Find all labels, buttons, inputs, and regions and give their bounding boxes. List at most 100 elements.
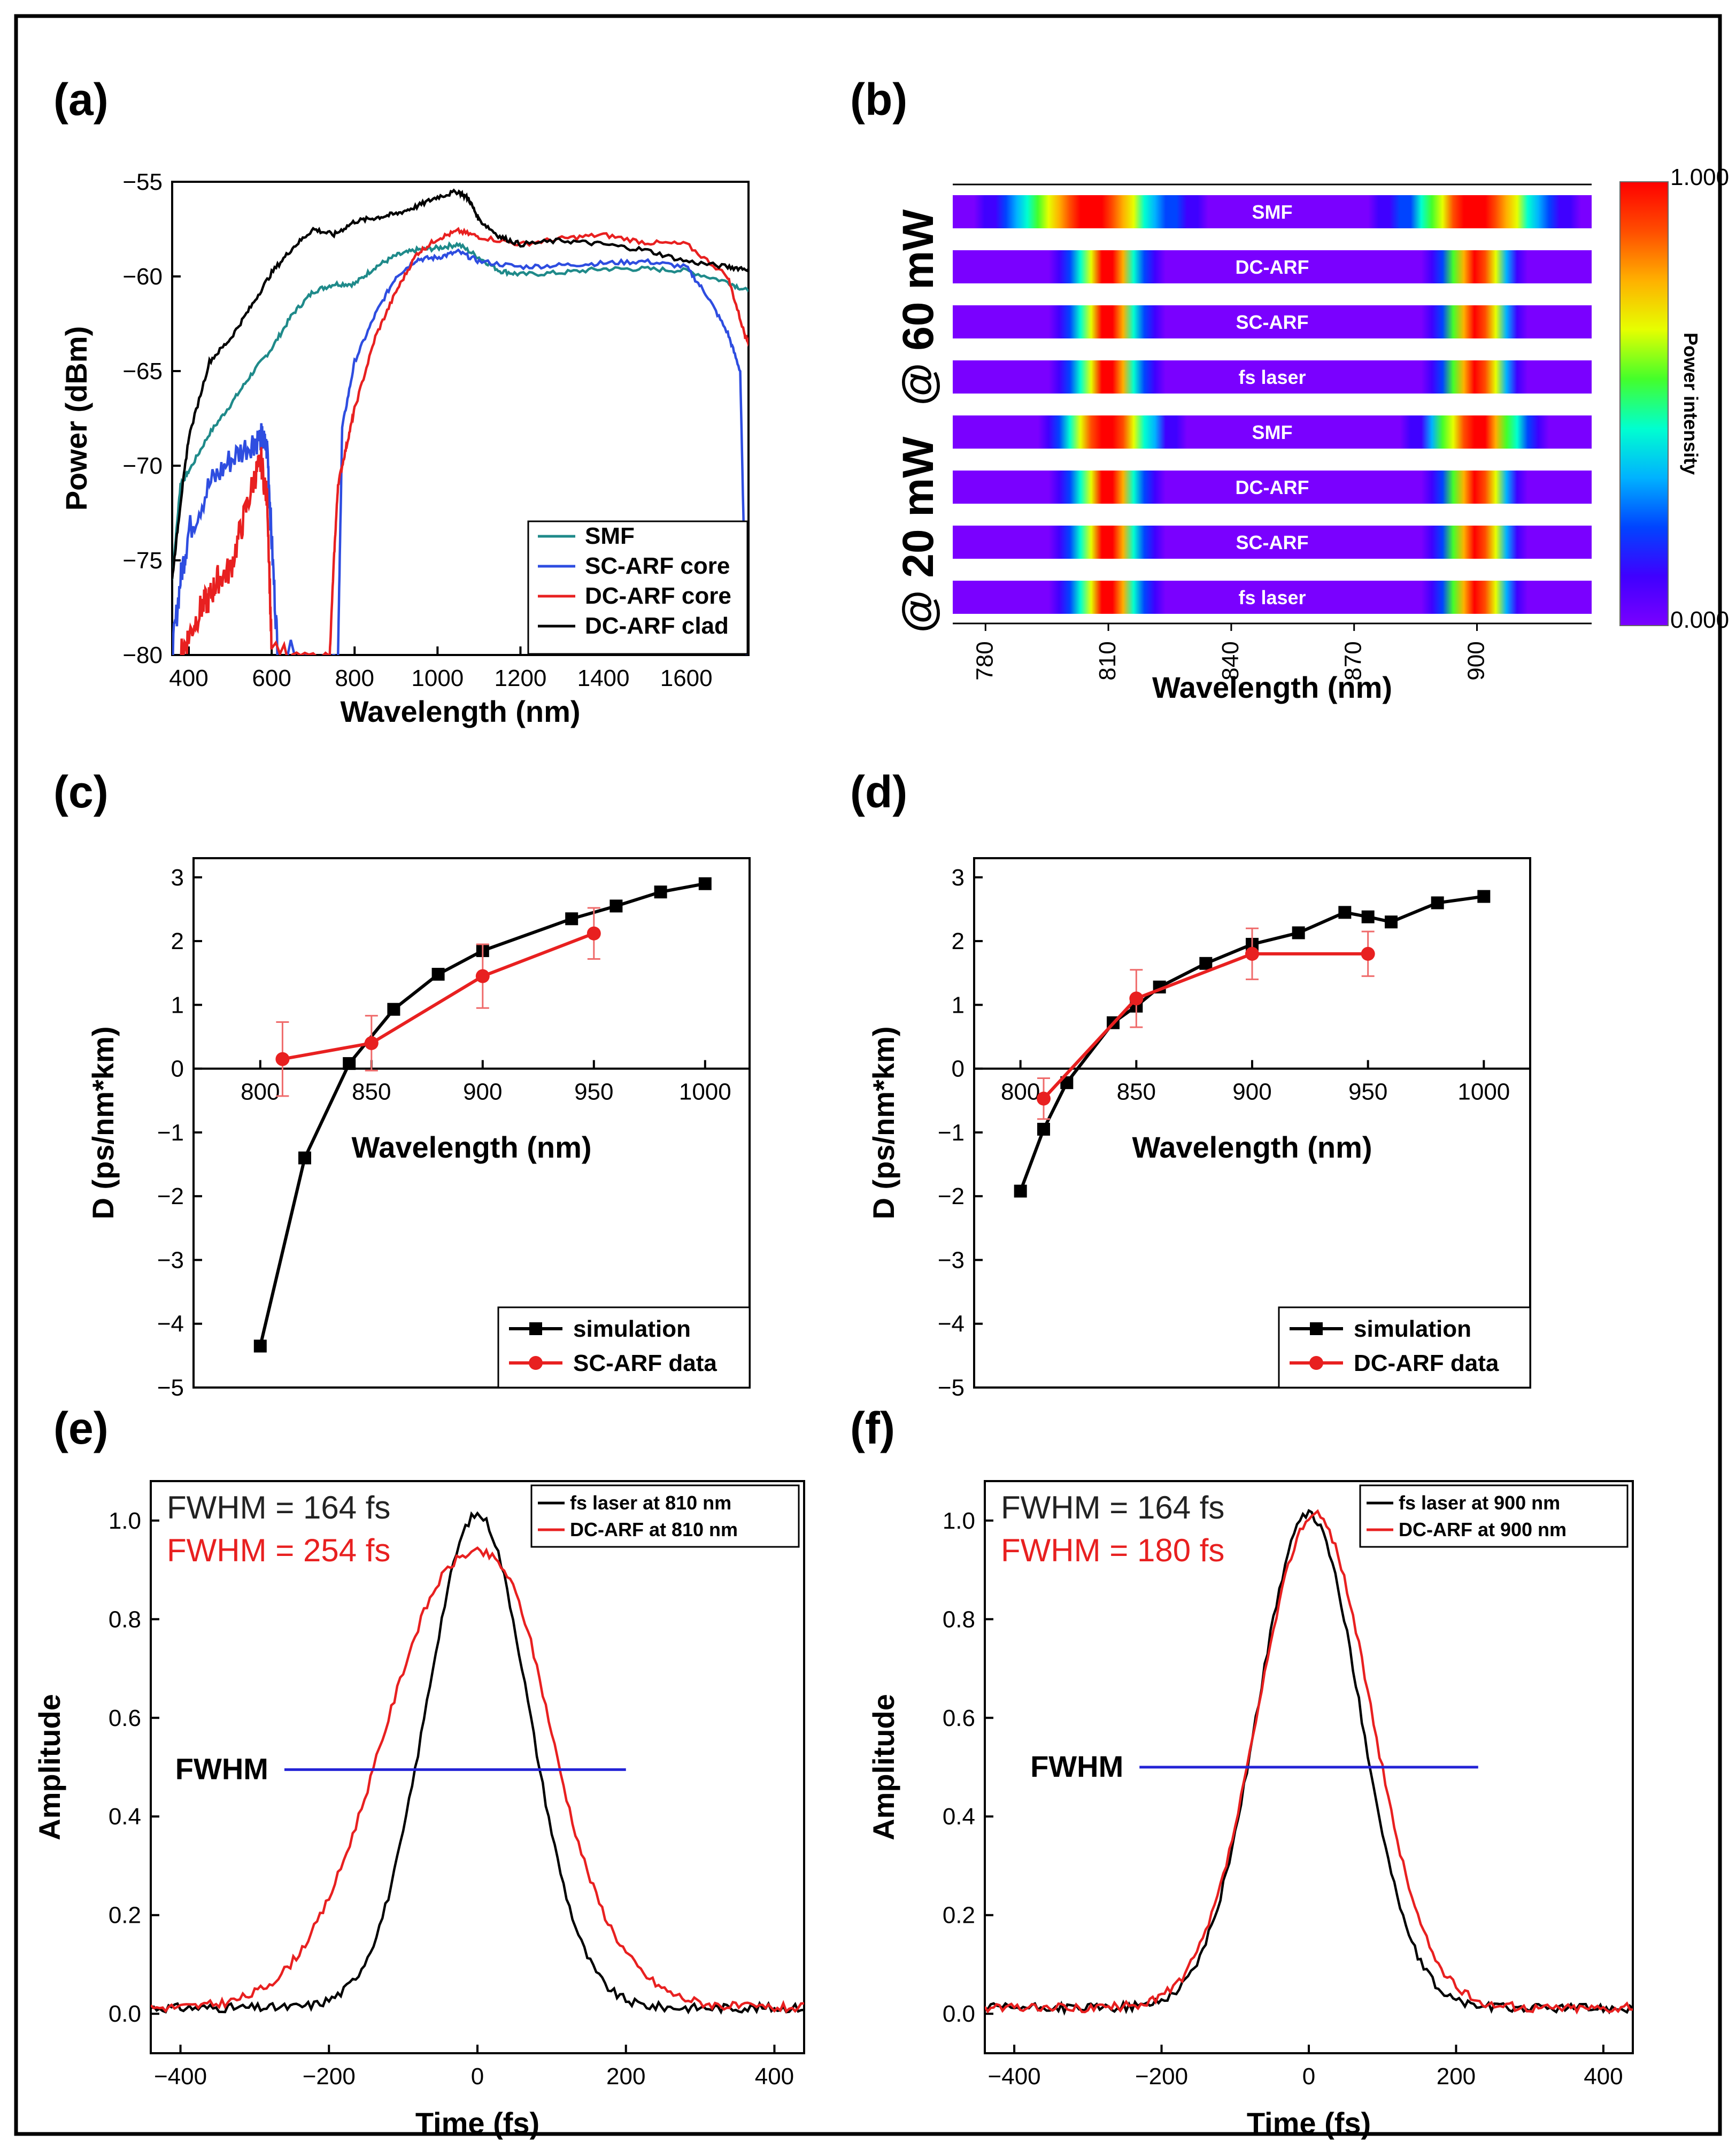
legend-entry: SMF bbox=[585, 523, 635, 549]
x-tick-label: 900 bbox=[1463, 641, 1490, 680]
heatmap-row bbox=[953, 581, 1592, 614]
legend-marker bbox=[529, 1356, 543, 1370]
x-tick-label: −400 bbox=[988, 2063, 1041, 2090]
y-tick-label: −60 bbox=[122, 264, 163, 290]
y-tick-label: −75 bbox=[122, 548, 163, 574]
panel-label: (d) bbox=[850, 767, 907, 817]
series-line-dc-arf-core bbox=[180, 227, 749, 655]
y-tick-label: −55 bbox=[122, 169, 163, 195]
y-tick-label: −65 bbox=[122, 358, 163, 384]
legend-entry: DC-ARF data bbox=[1354, 1350, 1499, 1376]
y-tick-label: −3 bbox=[157, 1247, 184, 1273]
y-tick-label: −80 bbox=[122, 642, 163, 668]
y-tick-label: 2 bbox=[952, 928, 965, 954]
y-tick-label: −2 bbox=[157, 1183, 184, 1209]
y-tick-label: −3 bbox=[938, 1247, 965, 1273]
x-axis-title: Wavelength (nm) bbox=[1132, 1130, 1372, 1164]
legend-entry: DC-ARF at 900 nm bbox=[1399, 1519, 1567, 1540]
x-tick-label: 0 bbox=[471, 2063, 484, 2090]
heatmap-row-label: SC-ARF bbox=[1236, 311, 1309, 333]
data-point bbox=[1477, 890, 1491, 903]
data-point bbox=[609, 899, 623, 913]
x-tick-label: 900 bbox=[1232, 1079, 1271, 1105]
legend-entry: SC-ARF core bbox=[585, 553, 730, 579]
x-tick-label: 800 bbox=[1001, 1079, 1040, 1105]
data-point bbox=[1037, 1122, 1050, 1136]
plot-frame bbox=[192, 857, 751, 1389]
fwhm-note-laser: FWHM = 164 fs bbox=[1001, 1490, 1224, 1525]
fwhm-note-arf: FWHM = 254 fs bbox=[167, 1532, 390, 1568]
y-axis-title: Amplitude bbox=[33, 1694, 66, 1840]
legend-entry: fs laser at 900 nm bbox=[1399, 1492, 1560, 1514]
legend-entry: DC-ARF core bbox=[585, 583, 731, 609]
x-tick-label: 0 bbox=[1302, 2063, 1315, 2090]
x-tick-label: 400 bbox=[1584, 2063, 1623, 2090]
panel-label: (a) bbox=[53, 74, 109, 125]
data-point bbox=[1037, 1091, 1051, 1106]
colorbar-min-label: 0.000 bbox=[1670, 607, 1729, 633]
colorbar-title: Power intensity bbox=[1680, 333, 1702, 475]
panel-label: (f) bbox=[850, 1403, 895, 1453]
x-tick-label: 1000 bbox=[679, 1079, 731, 1105]
heatmap-row-label: fs laser bbox=[1238, 366, 1306, 388]
y-tick-label: 1 bbox=[952, 992, 965, 1018]
data-point bbox=[565, 912, 578, 926]
plot-frame bbox=[973, 857, 1531, 1389]
colorbar bbox=[1619, 181, 1669, 626]
data-point bbox=[275, 1052, 290, 1066]
y-tick-label: 0.2 bbox=[943, 1902, 975, 1929]
legend-entry: fs laser at 810 nm bbox=[570, 1492, 731, 1514]
x-tick-label: 200 bbox=[1437, 2063, 1476, 2090]
y-tick-label: 0.8 bbox=[109, 1606, 141, 1632]
y-tick-label: −1 bbox=[157, 1120, 184, 1146]
y-tick-label: 1.0 bbox=[943, 1508, 975, 1534]
x-tick-label: 400 bbox=[169, 665, 208, 691]
y-tick-label: 0.6 bbox=[943, 1705, 975, 1731]
series-line-dc-arf-clad bbox=[172, 188, 749, 579]
data-point bbox=[475, 969, 490, 983]
series-line-fs-laser-at-810-nm bbox=[151, 1511, 804, 2015]
y-axis-title: Power (dBm) bbox=[59, 326, 93, 511]
y-tick-label: 0.8 bbox=[943, 1606, 975, 1632]
fwhm-note-arf: FWHM = 180 fs bbox=[1001, 1532, 1224, 1568]
y-tick-label: −5 bbox=[938, 1375, 965, 1401]
series-line-dc-arf-at-900-nm bbox=[985, 1509, 1633, 2015]
y-tick-label: 3 bbox=[952, 865, 965, 891]
colorbar-max-label: 1.000 bbox=[1670, 164, 1729, 190]
y-tick-label: −4 bbox=[938, 1311, 965, 1337]
plot-frame bbox=[171, 181, 750, 656]
x-tick-label: 800 bbox=[335, 665, 374, 691]
y-tick-label: 1 bbox=[171, 992, 184, 1018]
heatmap-row bbox=[953, 305, 1592, 338]
series-line-fs-laser-at-900-nm bbox=[985, 1509, 1633, 2016]
y-tick-label: −1 bbox=[938, 1120, 965, 1146]
x-axis-title: Time (fs) bbox=[415, 2106, 539, 2140]
y-tick-label: 0 bbox=[171, 1056, 184, 1082]
data-point bbox=[298, 1151, 311, 1165]
data-point bbox=[387, 1003, 400, 1016]
x-tick-label: 840 bbox=[1217, 641, 1244, 680]
series-line-sc-arf-core bbox=[172, 248, 748, 655]
panel-a: (a) −80 −75 −70 −65 −60 −55 400 600 800 1000 1200 14… bbox=[53, 74, 750, 728]
x-tick-label: 1400 bbox=[577, 665, 630, 691]
fwhm-label: FWHM bbox=[1030, 1750, 1123, 1783]
y-tick-label: 2 bbox=[171, 928, 184, 954]
x-tick-label: −200 bbox=[303, 2063, 356, 2090]
x-tick-label: 850 bbox=[352, 1079, 391, 1105]
heatmap-row bbox=[953, 415, 1592, 449]
x-tick-label: 900 bbox=[463, 1079, 502, 1105]
panel-label: (e) bbox=[53, 1403, 109, 1453]
legend-entry: simulation bbox=[573, 1316, 691, 1342]
legend-box bbox=[1278, 1306, 1531, 1389]
panel-c: (c) −5 −4 −3 −2 −1 0 1 2 3 800 850 900 950 1000 Wavelen… bbox=[53, 767, 751, 1401]
series-line-smf bbox=[172, 241, 749, 580]
x-tick-label: 1200 bbox=[495, 665, 547, 691]
legend-entry: SC-ARF data bbox=[573, 1350, 717, 1376]
x-tick-label: 1000 bbox=[411, 665, 464, 691]
y-tick-label: 0.4 bbox=[943, 1804, 975, 1830]
y-axis-title: D (ps/nm*km) bbox=[867, 1027, 900, 1220]
data-point bbox=[698, 877, 712, 890]
fwhm-label: FWHM bbox=[175, 1752, 268, 1786]
y-tick-label: 3 bbox=[171, 865, 184, 891]
